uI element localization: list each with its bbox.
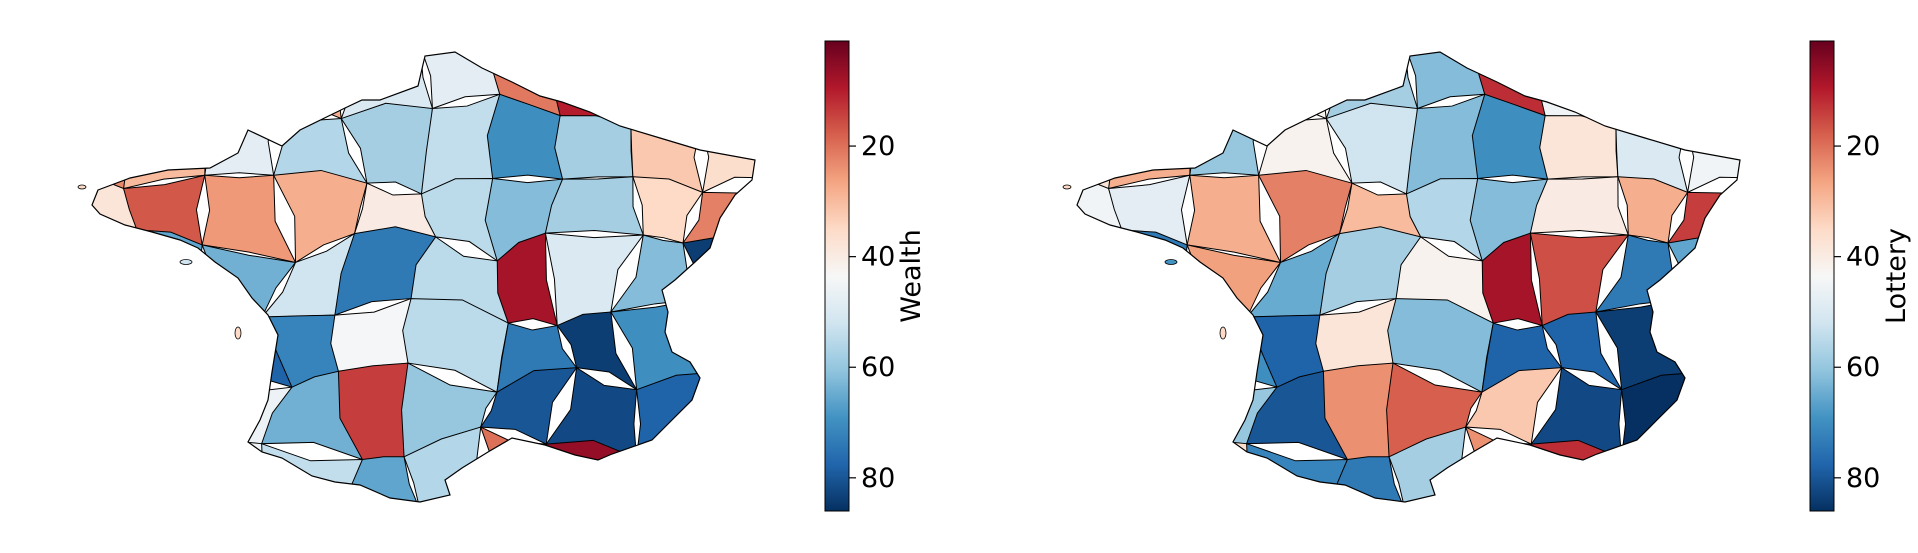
colorbar-tick-label: 20	[1846, 131, 1880, 162]
department-region	[125, 358, 196, 454]
department-region	[699, 298, 755, 378]
department-region	[1674, 436, 1740, 502]
region-group	[1077, 52, 1740, 502]
department-region	[1246, 442, 1348, 502]
department-region	[1077, 442, 1138, 502]
department-region	[700, 108, 755, 194]
island-ushant	[77, 184, 87, 190]
department-region	[92, 358, 153, 453]
colorbar-label: Wealth	[896, 229, 927, 322]
island-group	[1062, 184, 1227, 340]
department-region	[204, 99, 279, 176]
department-region	[1189, 99, 1264, 176]
department-region	[1681, 371, 1740, 445]
island-oleron	[234, 326, 242, 340]
island-ushant	[1062, 184, 1072, 190]
department-region	[682, 235, 755, 312]
colorbar-gradient	[1810, 41, 1834, 511]
department-region	[92, 52, 153, 112]
department-region	[1684, 52, 1740, 126]
department-region	[1685, 108, 1740, 194]
department-region	[1192, 52, 1266, 112]
colorbar-ticks: 20 40 60 80	[1834, 131, 1880, 494]
colorbar-tick-label: 60	[1846, 352, 1880, 383]
department-region	[1077, 229, 1139, 323]
map-panel-lottery: 20 40 60 80 Lottery	[1062, 40, 1912, 512]
department-region	[123, 102, 214, 190]
colorbar-tick-label: 40	[1846, 242, 1880, 273]
department-region	[92, 442, 153, 502]
department-region	[1108, 102, 1199, 190]
department-region	[1121, 52, 1200, 110]
map-panel-wealth: 20 40 60 80 Wealth	[77, 40, 927, 512]
department-region	[1667, 235, 1740, 312]
department-region	[1110, 312, 1198, 380]
department-region	[1539, 115, 1619, 180]
department-region	[623, 52, 702, 126]
department-region	[1529, 176, 1630, 236]
department-region	[125, 312, 213, 380]
island-belle-ile	[1164, 259, 1178, 265]
department-region	[554, 115, 634, 180]
department-region	[689, 436, 755, 502]
department-region	[1077, 358, 1138, 453]
department-region	[1077, 52, 1138, 112]
department-region	[696, 371, 755, 445]
department-region	[544, 176, 645, 236]
department-region	[277, 52, 351, 120]
department-region	[139, 450, 211, 502]
colorbar-label: Lottery	[1881, 228, 1912, 324]
colorbar-tick-label: 60	[861, 352, 895, 383]
country-outline	[91, 51, 756, 503]
department-region	[699, 52, 755, 126]
department-region	[1110, 358, 1181, 454]
department-region	[1077, 301, 1139, 379]
region-group	[92, 52, 755, 502]
department-region	[1608, 52, 1687, 126]
colorbar-tick-label: 20	[861, 131, 895, 162]
colorbar-tick-label: 80	[1846, 463, 1880, 494]
colorbar-ticks: 20 40 60 80	[849, 131, 895, 494]
department-region	[1684, 298, 1740, 378]
colorbar-frame	[824, 40, 850, 512]
colorbar: 20 40 60 80 Lottery	[1809, 40, 1912, 512]
colorbar-tick-label: 40	[861, 242, 895, 273]
department-region	[207, 52, 281, 112]
department-region	[629, 437, 708, 502]
island-belle-ile	[179, 259, 193, 265]
colorbar-gradient	[825, 41, 849, 511]
department-region	[92, 229, 154, 323]
country-outline	[1076, 51, 1741, 503]
island-oleron	[1219, 326, 1227, 340]
colorbar-frame	[1809, 40, 1835, 512]
department-region	[136, 52, 215, 110]
department-region	[1124, 450, 1196, 502]
island-group	[77, 184, 242, 340]
department-region	[1262, 52, 1336, 120]
colorbar-tick-label: 80	[861, 463, 895, 494]
department-region	[1614, 437, 1693, 502]
colorbar: 20 40 60 80 Wealth	[824, 40, 927, 512]
department-region	[92, 301, 154, 379]
department-region	[261, 442, 363, 502]
